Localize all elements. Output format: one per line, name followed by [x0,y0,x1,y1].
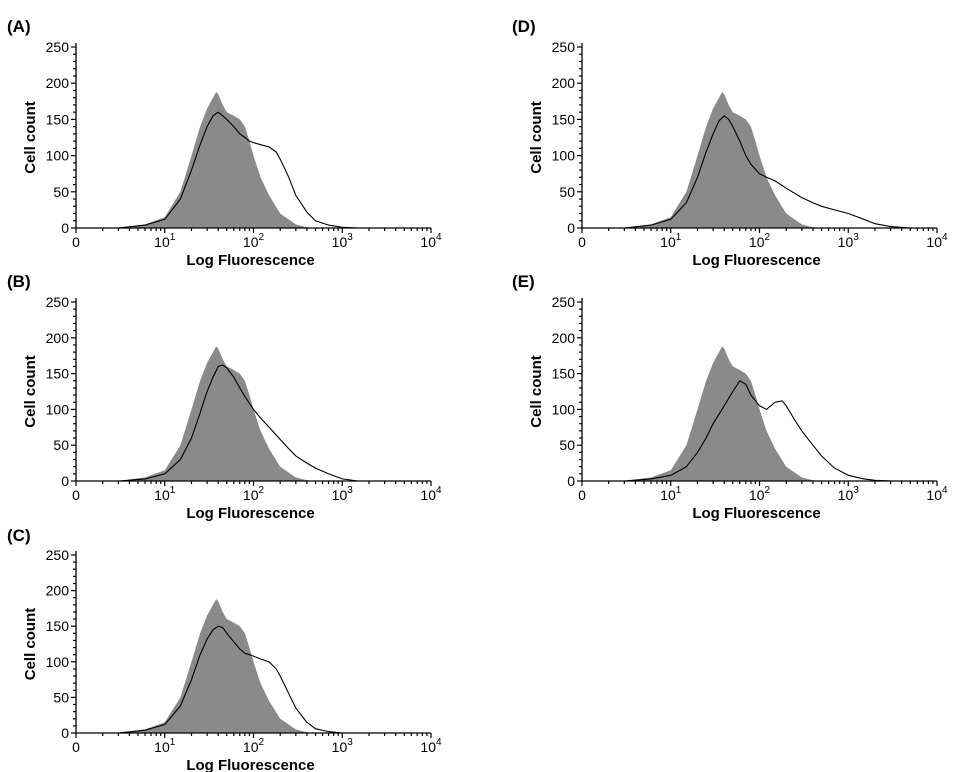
x-tick-label: 102 [243,232,265,250]
x-tick-label: 103 [838,485,860,503]
y-tick-label: 50 [53,689,69,705]
y-tick-label: 0 [61,220,69,236]
control-histogram-filled [624,346,822,481]
y-tick-label: 200 [46,583,70,599]
x-axis-label: Log Fluorescence [186,505,314,522]
panel-label: (B) [7,272,31,291]
sample-histogram-outline [118,111,358,229]
x-tick-label: 101 [154,737,176,755]
panel-label: (E) [512,272,535,291]
control-histogram-filled [624,91,822,229]
y-tick-label: 250 [552,294,576,310]
y-tick-label: 100 [46,148,70,164]
x-axis-label: Log Fluorescence [186,252,314,269]
x-tick-label: 103 [332,737,354,755]
y-axis-label: Cell count [528,355,545,428]
histogram-panel: (C) 0 50 100 150 200 250 0 101 102 103 104 Log Fluor… [7,526,442,772]
y-tick-label: 200 [552,330,576,346]
x-tick-label: 0 [72,739,80,755]
x-tick-label: 0 [578,234,586,250]
y-tick-label: 150 [46,618,70,634]
y-axis-label: Cell count [22,101,39,174]
x-tick-label: 0 [578,487,586,503]
y-axis-label: Cell count [22,608,39,681]
y-tick-label: 50 [559,437,575,453]
panel-label: (D) [512,17,536,36]
y-tick-label: 50 [559,184,575,200]
x-tick-label: 0 [72,487,80,503]
y-tick-label: 250 [46,39,70,55]
y-tick-label: 0 [61,473,69,489]
x-tick-label: 0 [72,234,80,250]
x-tick-label: 104 [420,232,442,250]
y-tick-label: 0 [567,220,575,236]
y-tick-label: 100 [552,148,576,164]
y-tick-label: 200 [552,75,576,91]
y-tick-label: 250 [552,39,576,55]
y-tick-label: 0 [61,725,69,741]
control-histogram-filled [118,91,316,229]
x-tick-label: 102 [243,485,265,503]
x-tick-label: 104 [420,737,442,755]
y-tick-label: 150 [46,111,70,127]
panel-label: (A) [7,17,31,36]
x-tick-label: 101 [154,485,176,503]
y-tick-label: 50 [53,184,69,200]
y-tick-label: 0 [567,473,575,489]
y-tick-label: 200 [46,75,70,91]
x-tick-label: 103 [332,232,354,250]
x-tick-label: 101 [660,485,682,503]
x-tick-label: 102 [243,737,265,755]
histogram-panel: (E) 0 50 100 150 200 250 0 101 102 103 104 Log Fluor… [512,272,948,522]
y-tick-label: 50 [53,437,69,453]
sample-histogram-outline [624,115,911,229]
sample-histogram-outline [118,364,358,482]
x-tick-label: 102 [749,232,771,250]
x-tick-label: 103 [838,232,860,250]
y-tick-label: 150 [552,111,576,127]
control-histogram-filled [118,346,316,481]
x-axis-label: Log Fluorescence [186,757,314,772]
y-tick-label: 100 [552,401,576,417]
y-tick-label: 150 [46,366,70,382]
y-axis-label: Cell count [528,101,545,174]
y-tick-label: 250 [46,547,70,563]
y-tick-label: 100 [46,654,70,670]
x-tick-label: 101 [660,232,682,250]
x-tick-label: 103 [332,485,354,503]
histogram-panel: (A) 0 50 100 150 200 250 0 101 102 103 104 Log Fluor… [7,17,442,269]
histogram-panel: (B) 0 50 100 150 200 250 0 101 102 103 104 Log Fluor… [7,272,442,522]
x-axis-label: Log Fluorescence [692,252,820,269]
control-histogram-filled [118,599,316,733]
y-tick-label: 250 [46,294,70,310]
y-axis-label: Cell count [22,355,39,428]
sample-histogram-outline [118,625,343,734]
x-tick-label: 104 [420,485,442,503]
panel-label: (C) [7,526,31,545]
x-tick-label: 104 [926,485,948,503]
histogram-panel: (D) 0 50 100 150 200 250 0 101 102 103 104 Log Fluor… [512,17,948,269]
y-tick-label: 100 [46,401,70,417]
sample-histogram-outline [624,380,891,482]
x-axis-label: Log Fluorescence [692,505,820,522]
x-tick-label: 102 [749,485,771,503]
x-tick-label: 101 [154,232,176,250]
y-tick-label: 200 [46,330,70,346]
x-tick-label: 104 [926,232,948,250]
y-tick-label: 150 [552,366,576,382]
